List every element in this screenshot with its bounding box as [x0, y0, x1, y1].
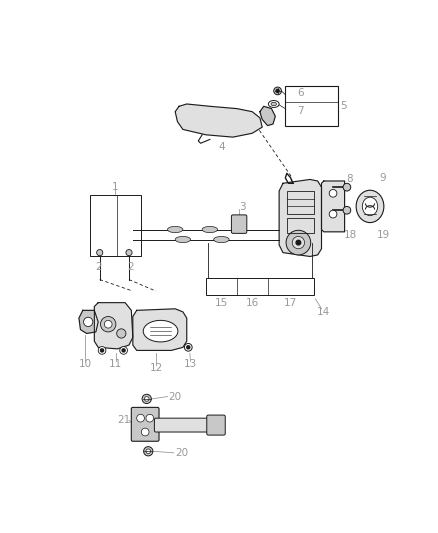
Polygon shape — [94, 303, 133, 349]
Text: 19: 19 — [377, 230, 390, 240]
Polygon shape — [133, 309, 187, 350]
Text: 21: 21 — [117, 415, 130, 425]
Ellipse shape — [356, 190, 384, 223]
Circle shape — [146, 414, 154, 422]
Bar — [287, 218, 314, 233]
Text: 1: 1 — [112, 182, 118, 192]
Polygon shape — [79, 310, 98, 334]
Circle shape — [184, 343, 192, 351]
Circle shape — [97, 249, 103, 256]
Polygon shape — [260, 106, 276, 126]
Circle shape — [146, 449, 151, 454]
Polygon shape — [175, 104, 262, 137]
Circle shape — [329, 210, 337, 218]
Ellipse shape — [362, 197, 378, 216]
Circle shape — [296, 240, 301, 245]
Text: 10: 10 — [78, 359, 92, 369]
Circle shape — [142, 394, 151, 403]
Circle shape — [274, 87, 282, 95]
Circle shape — [187, 346, 190, 349]
Circle shape — [276, 90, 279, 92]
Text: 8: 8 — [346, 174, 353, 184]
Text: 15: 15 — [215, 297, 228, 308]
Circle shape — [329, 189, 337, 197]
Circle shape — [126, 249, 132, 256]
Text: 20: 20 — [175, 448, 188, 458]
Circle shape — [104, 320, 112, 328]
Ellipse shape — [271, 102, 276, 106]
Text: 18: 18 — [343, 230, 357, 240]
Ellipse shape — [202, 227, 218, 232]
Text: 6: 6 — [297, 88, 304, 98]
Text: 14: 14 — [316, 307, 330, 317]
Circle shape — [343, 206, 351, 214]
Text: 2: 2 — [127, 262, 134, 272]
Circle shape — [141, 428, 149, 436]
Circle shape — [84, 317, 93, 327]
Ellipse shape — [143, 320, 178, 342]
Circle shape — [144, 447, 153, 456]
Text: 11: 11 — [109, 359, 123, 369]
Text: 9: 9 — [380, 173, 386, 183]
Text: 3: 3 — [239, 202, 245, 212]
Text: 5: 5 — [340, 101, 347, 110]
Text: 12: 12 — [149, 363, 162, 373]
Circle shape — [100, 349, 103, 352]
Ellipse shape — [175, 237, 191, 243]
Text: 17: 17 — [284, 297, 297, 308]
Text: 16: 16 — [246, 297, 259, 308]
Text: 4: 4 — [218, 142, 225, 152]
FancyBboxPatch shape — [231, 215, 247, 233]
Bar — [285, 85, 338, 126]
FancyBboxPatch shape — [131, 407, 159, 441]
Circle shape — [120, 346, 127, 354]
Ellipse shape — [268, 101, 279, 108]
Polygon shape — [321, 181, 345, 232]
Circle shape — [292, 237, 304, 249]
Polygon shape — [279, 180, 321, 256]
Text: 20: 20 — [169, 392, 182, 401]
Circle shape — [100, 317, 116, 332]
Circle shape — [145, 397, 149, 401]
FancyBboxPatch shape — [155, 418, 212, 432]
Text: 2: 2 — [95, 262, 102, 272]
Circle shape — [122, 349, 125, 352]
Text: 7: 7 — [297, 106, 304, 116]
Circle shape — [117, 329, 126, 338]
FancyBboxPatch shape — [207, 415, 225, 435]
Text: 13: 13 — [184, 359, 197, 369]
Circle shape — [343, 183, 351, 191]
Bar — [287, 191, 314, 214]
Bar — [91, 195, 141, 256]
Circle shape — [137, 414, 145, 422]
Ellipse shape — [167, 227, 183, 232]
Circle shape — [286, 230, 311, 255]
Circle shape — [98, 346, 106, 354]
Bar — [206, 278, 314, 295]
Ellipse shape — [214, 237, 229, 243]
